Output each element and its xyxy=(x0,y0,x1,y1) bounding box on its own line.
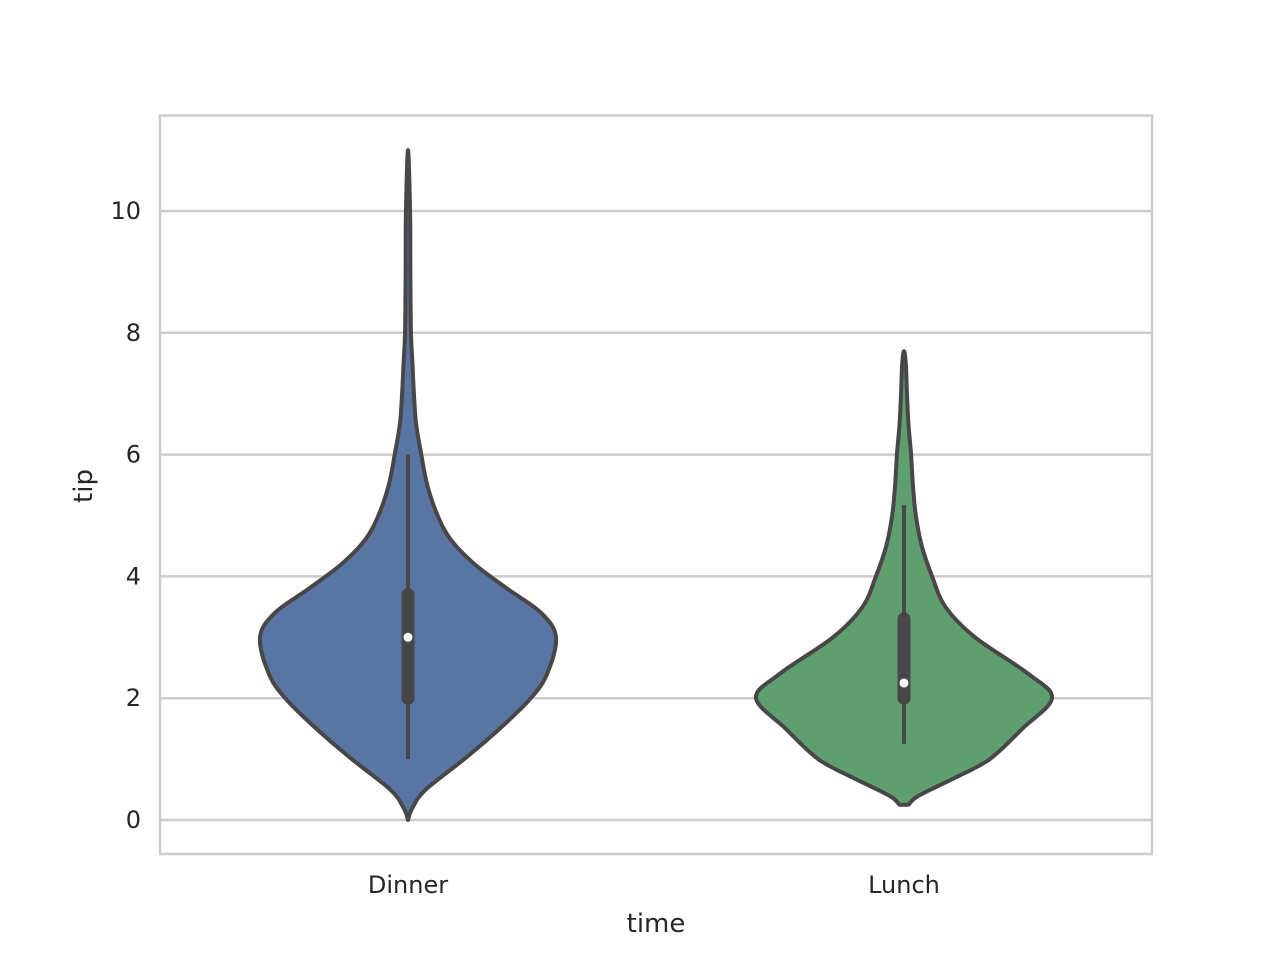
x-axis-label: time xyxy=(627,909,686,939)
x-tick-label-dinner: Dinner xyxy=(368,871,448,899)
y-tick-labels: 0 2 4 6 8 10 xyxy=(110,197,141,834)
median-dot-lunch xyxy=(899,678,909,688)
y-tick-label-8: 8 xyxy=(126,319,141,347)
x-tick-label-lunch: Lunch xyxy=(868,871,940,899)
y-tick-label-2: 2 xyxy=(126,684,141,712)
x-tick-labels: Dinner Lunch xyxy=(368,871,940,899)
violins xyxy=(257,148,1054,822)
violin-lunch xyxy=(754,349,1054,807)
y-tick-label-4: 4 xyxy=(126,562,141,590)
y-tick-label-0: 0 xyxy=(126,806,141,834)
plot-frame xyxy=(158,114,1154,856)
y-tick-label-10: 10 xyxy=(110,197,141,225)
y-axis-label: tip xyxy=(69,469,99,503)
y-tick-label-6: 6 xyxy=(126,441,141,469)
median-dot-dinner xyxy=(403,632,413,642)
violin-dinner xyxy=(257,148,559,822)
